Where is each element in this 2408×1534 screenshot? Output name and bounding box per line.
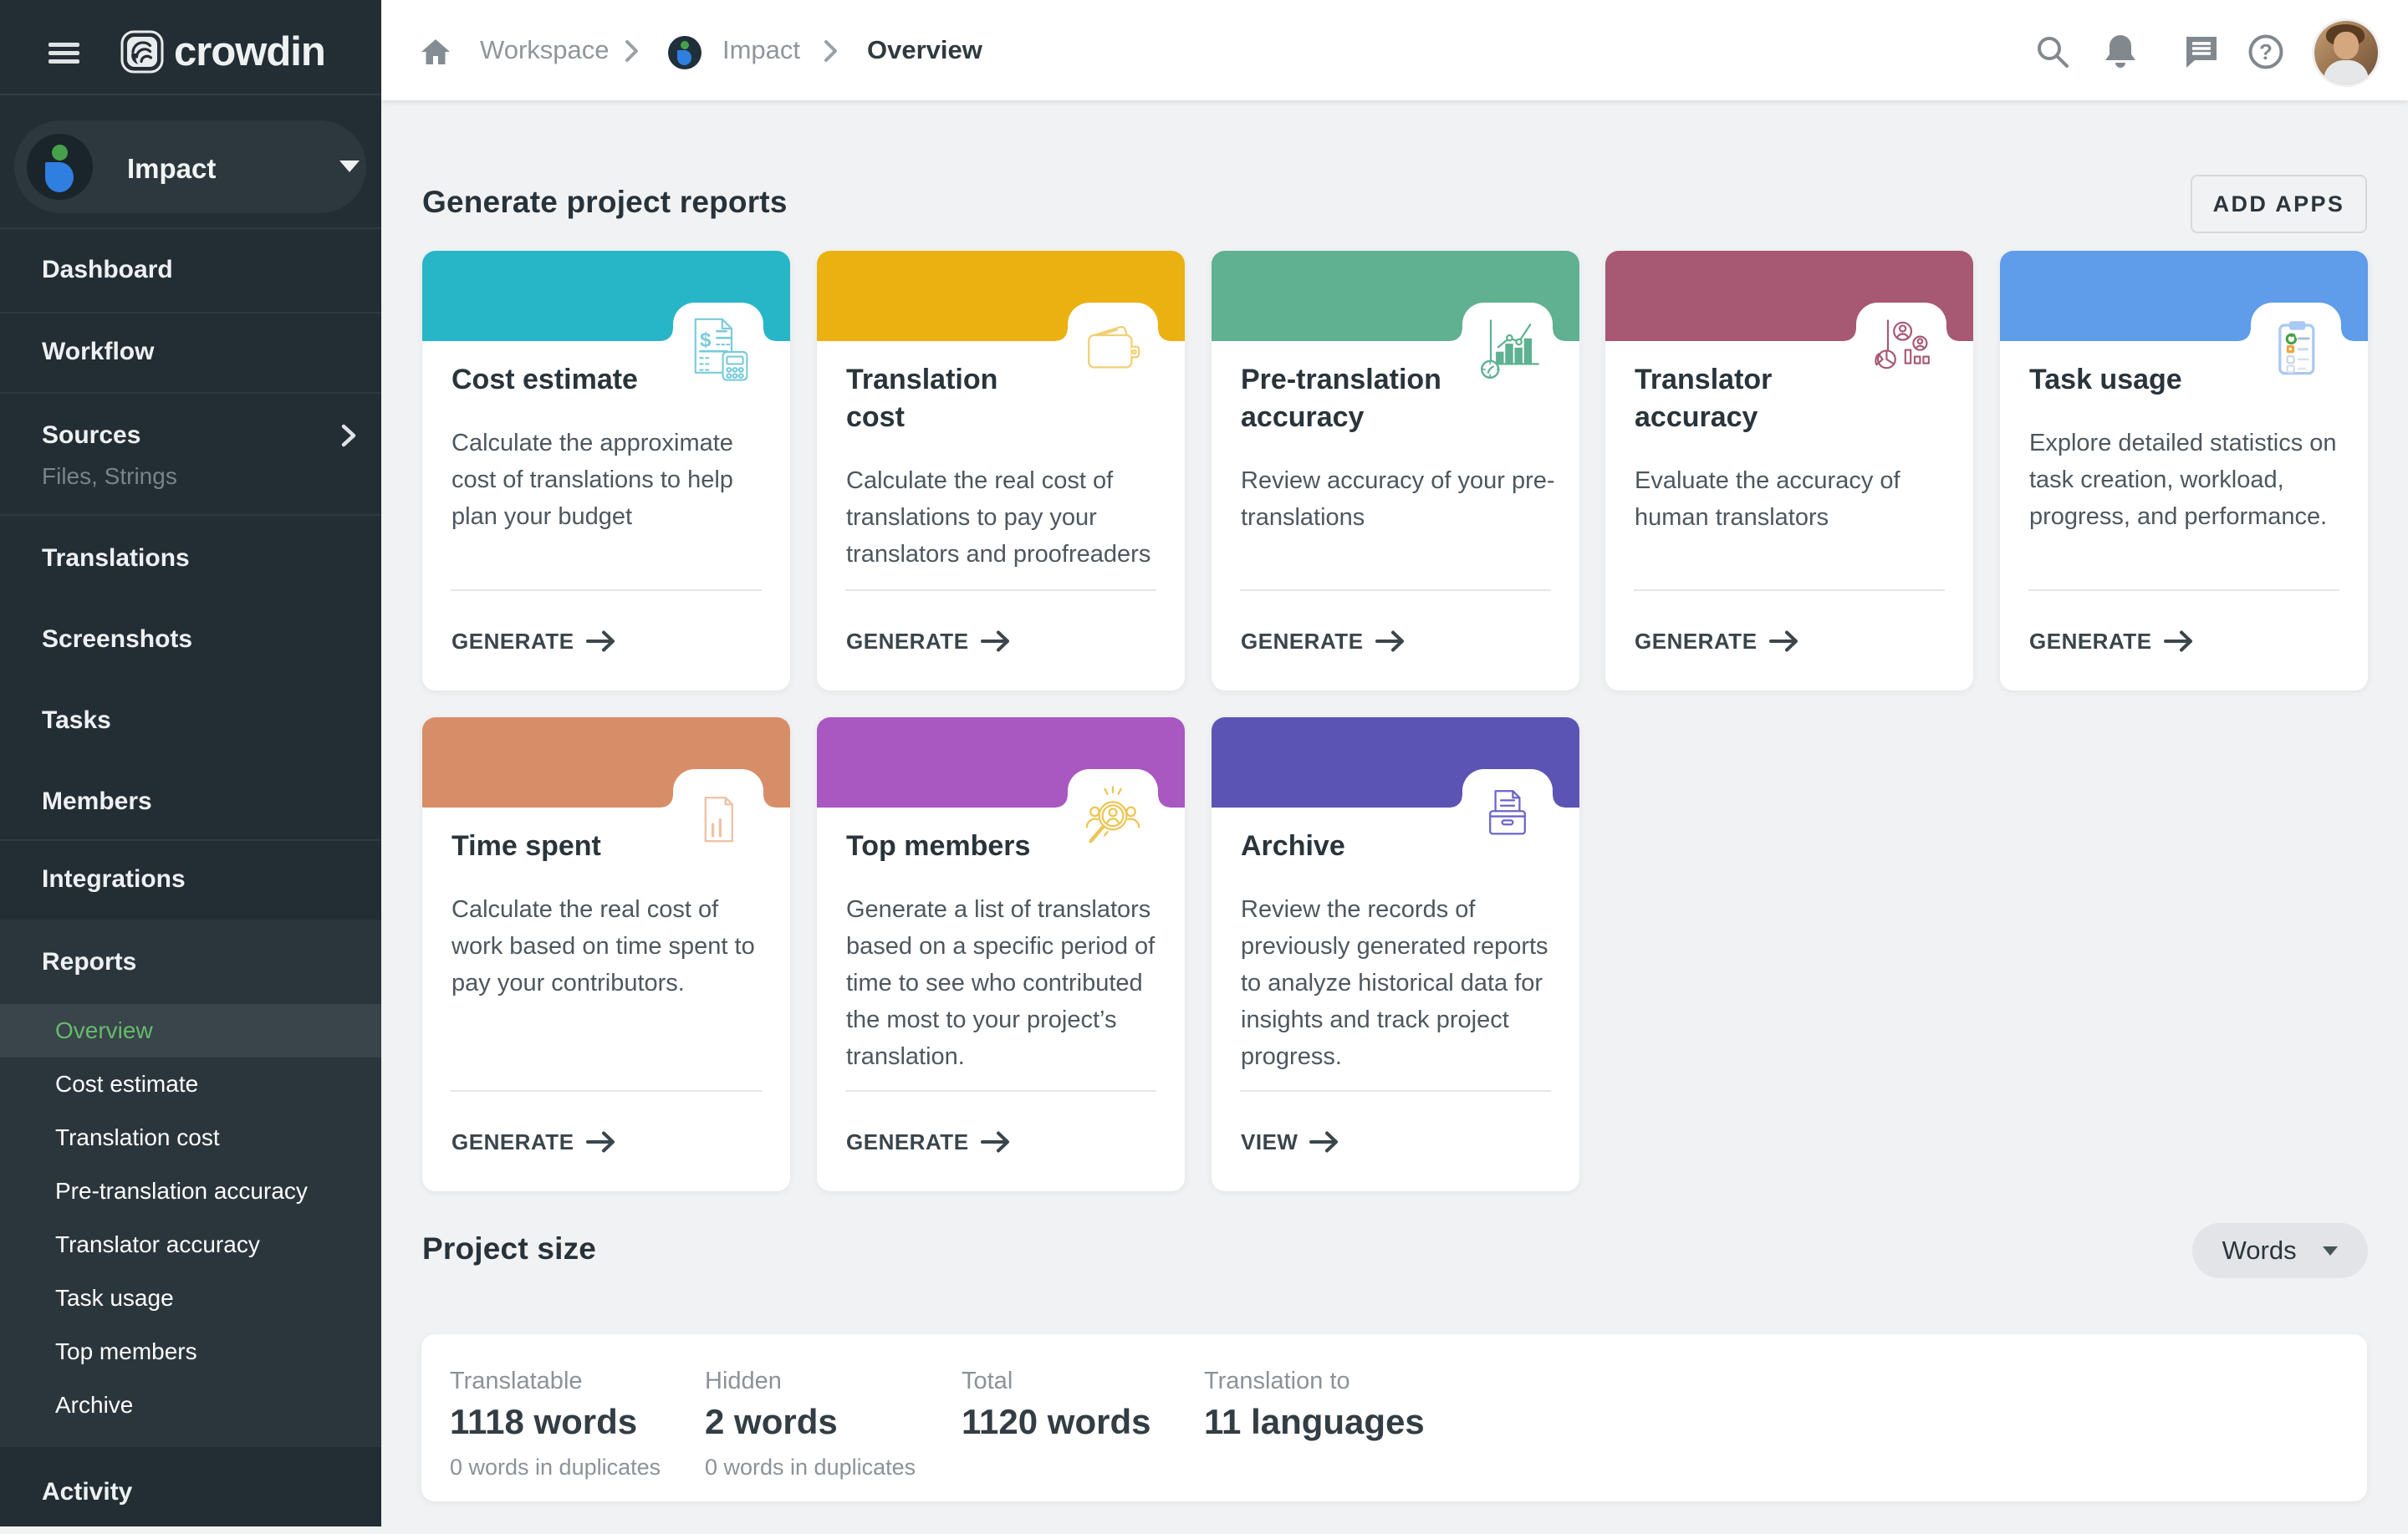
svg-text:?: ?: [2259, 39, 2273, 64]
svg-text:$: $: [700, 329, 712, 352]
